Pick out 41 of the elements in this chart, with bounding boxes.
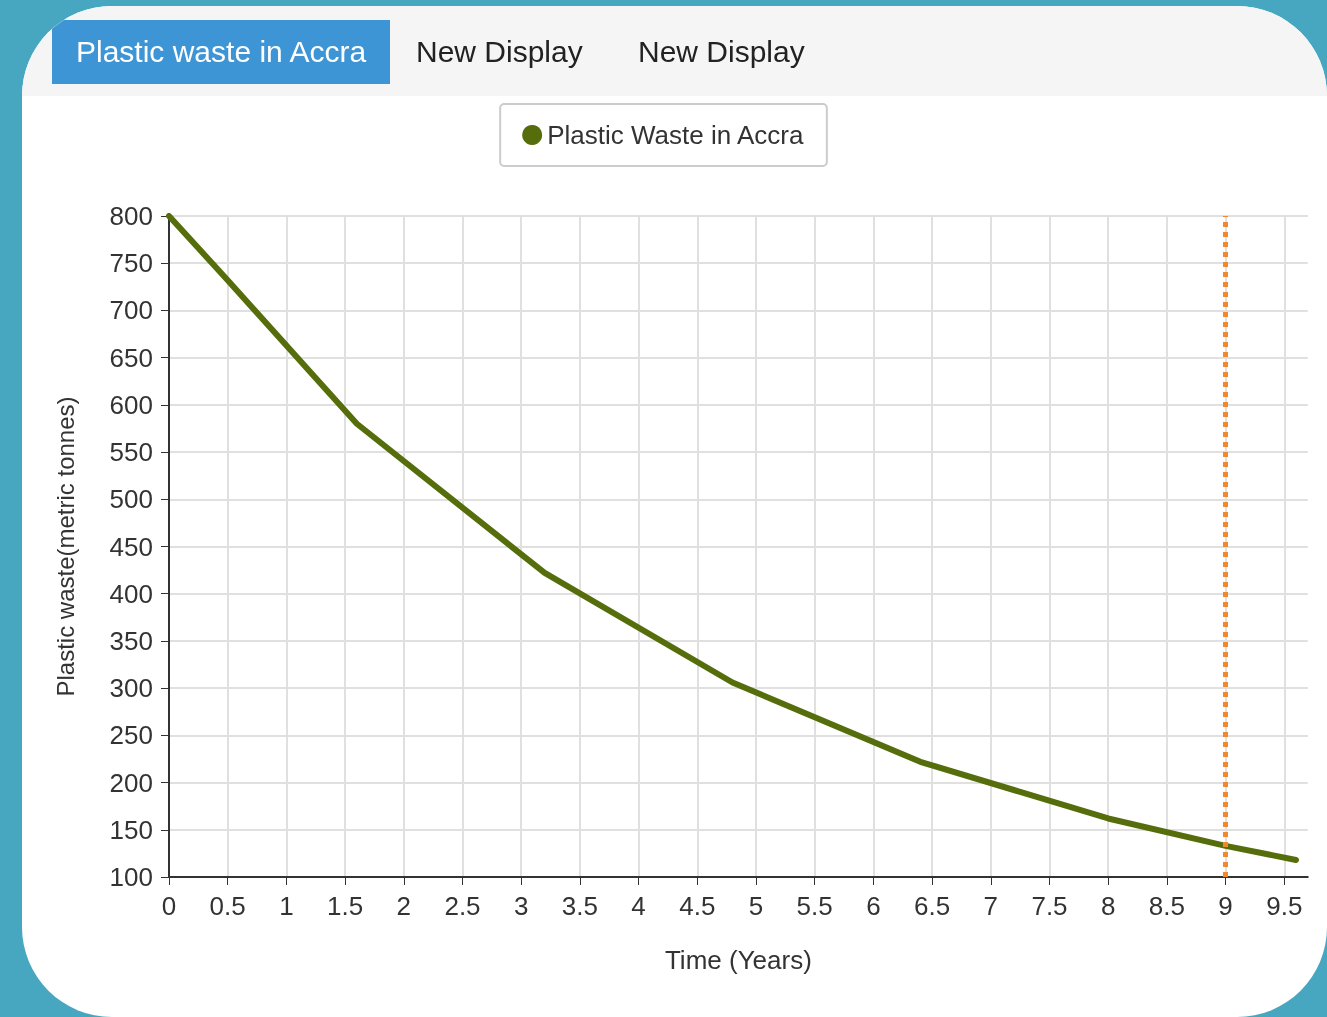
y-tick-label: 200	[109, 767, 153, 798]
x-tick-label: 3	[513, 891, 529, 921]
y-tick-label: 350	[109, 625, 153, 656]
x-tick-label: 7	[983, 891, 999, 921]
x-tick-label: 2	[396, 891, 412, 921]
text: New Display	[637, 34, 806, 70]
y-tick-label: 800	[109, 201, 153, 231]
y-tick-label: 500	[109, 484, 153, 515]
x-tick-label: 6	[866, 891, 881, 921]
y-tick-label: 750	[109, 248, 153, 279]
x-tick-label: 0.5	[209, 891, 246, 921]
y-tick-label: 450	[109, 531, 153, 562]
x-tick-label: 4	[631, 891, 646, 921]
x-tick-label: 2.5	[444, 891, 481, 921]
x-tick-label: 4.5	[679, 891, 716, 921]
x-tick-label: 9	[1218, 891, 1233, 921]
x-tick-label: 7.5	[1031, 891, 1068, 921]
text: New Display	[415, 34, 584, 70]
y-tick-label: 550	[109, 437, 153, 468]
x-axis-title: Time (Years)	[664, 945, 812, 975]
x-tick-label: 8.5	[1148, 891, 1185, 921]
y-tick-label: 300	[109, 673, 153, 704]
y-tick-label: 650	[109, 342, 153, 373]
y-tick-label: 150	[109, 814, 153, 845]
y-tick-label: 100	[109, 862, 153, 892]
x-tick-label: 9.5	[1266, 891, 1303, 921]
y-axis-title: Plastic waste(metric tonnes)	[51, 396, 79, 697]
y-tick-label: 250	[109, 720, 153, 751]
text: Plastic waste in Accra	[52, 20, 391, 84]
x-tick-label: 1.5	[327, 891, 364, 921]
y-tick-label: 700	[109, 295, 153, 326]
y-tick-label: 400	[109, 578, 153, 609]
legend-label: Plastic Waste in Accra	[547, 120, 804, 150]
x-tick-label: 1	[279, 891, 294, 921]
x-tick-label: 5	[748, 891, 764, 921]
y-tick-label: 600	[109, 389, 153, 420]
x-tick-label: 0	[161, 891, 177, 921]
x-tick-label: 5.5	[796, 891, 833, 921]
x-tick-label: 3.5	[561, 891, 598, 921]
x-tick-label: 6.5	[914, 891, 951, 921]
x-tick-label: 8	[1100, 891, 1116, 921]
